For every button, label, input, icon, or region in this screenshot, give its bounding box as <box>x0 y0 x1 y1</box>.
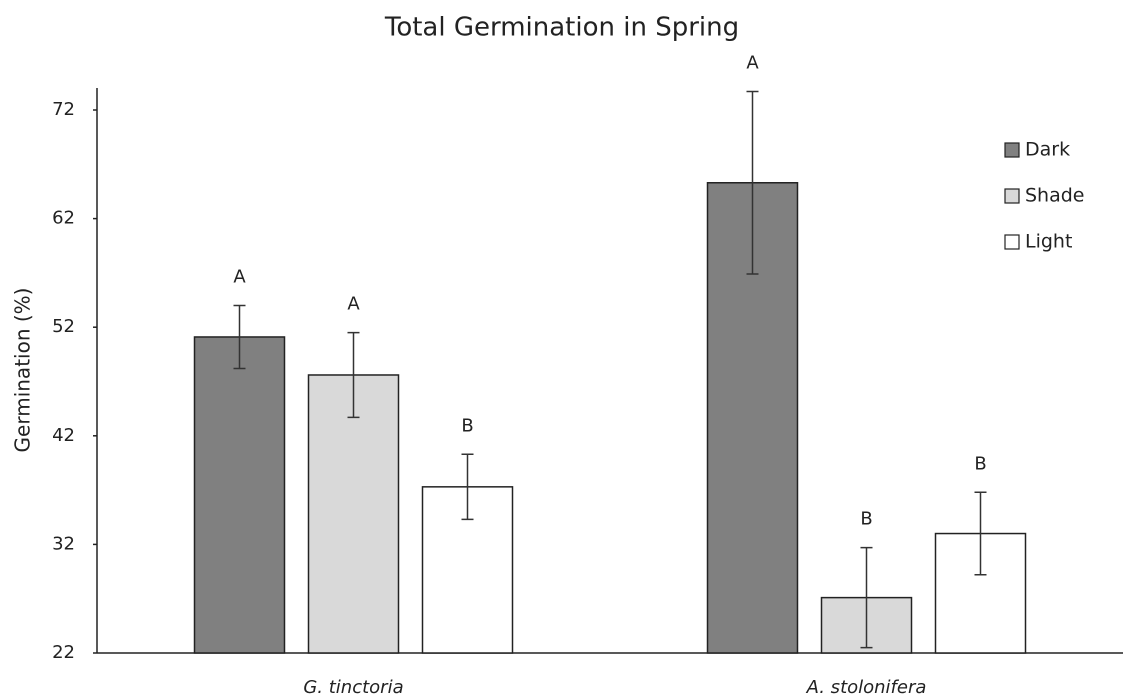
error-bar <box>233 304 246 370</box>
significance-letter: A <box>347 294 360 315</box>
x-tick-label: A. stolonifera <box>806 677 927 698</box>
y-tick-label: 42 <box>52 425 75 446</box>
error-bar <box>860 546 873 649</box>
significance-letter: B <box>974 453 986 474</box>
x-tick-label: G. tinctoria <box>303 677 403 698</box>
significance-letter: B <box>461 415 473 436</box>
y-tick-label: 32 <box>52 533 75 554</box>
y-tick-label: 22 <box>52 642 75 663</box>
legend-label: Shade <box>1025 185 1085 207</box>
error-bar <box>347 331 360 419</box>
bar <box>193 336 286 654</box>
error-bar <box>746 90 759 275</box>
y-axis-label: Germination (%) <box>11 288 35 453</box>
error-bar <box>974 491 987 576</box>
chart-title: Total Germination in Spring <box>384 13 739 43</box>
significance-letter: A <box>233 266 246 287</box>
significance-letter: A <box>746 53 759 74</box>
significance-letter: B <box>860 509 872 530</box>
y-tick-label: 62 <box>52 208 75 229</box>
y-tick-label: 72 <box>52 99 75 120</box>
y-tick-label: 52 <box>52 316 75 337</box>
error-bar <box>461 453 474 521</box>
legend-swatch <box>1004 142 1020 158</box>
bar <box>307 374 400 654</box>
legend-swatch <box>1004 234 1020 250</box>
legend-swatch <box>1004 188 1020 204</box>
legend-label: Light <box>1025 231 1072 253</box>
legend-label: Dark <box>1025 139 1070 161</box>
